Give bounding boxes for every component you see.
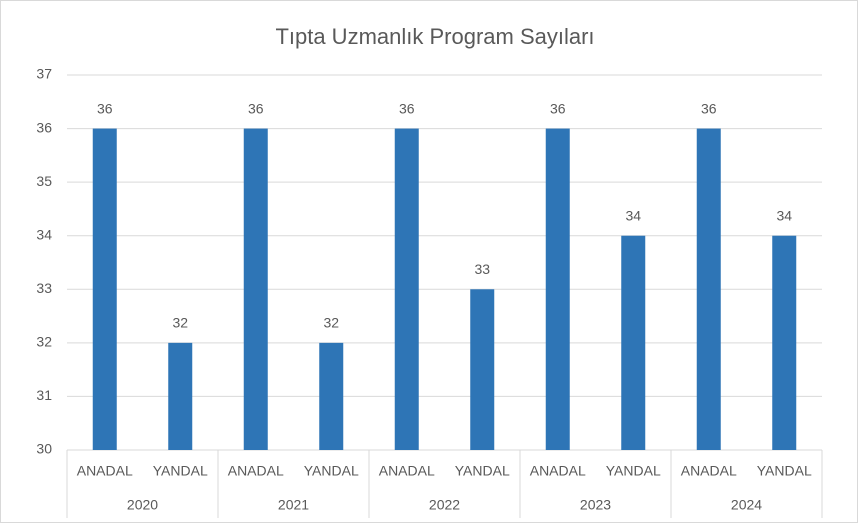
bar — [621, 235, 646, 450]
data-label: 34 — [776, 207, 792, 223]
bar — [772, 235, 797, 450]
data-label: 36 — [701, 100, 717, 116]
y-tick-label: 33 — [36, 280, 52, 296]
bar — [696, 128, 721, 451]
data-label: 36 — [550, 100, 566, 116]
data-label: 36 — [399, 100, 415, 116]
group-label: 2023 — [580, 497, 611, 513]
y-tick-label: 32 — [36, 334, 52, 350]
x-tick-label: ANADAL — [228, 463, 284, 479]
x-tick-label: YANDAL — [153, 463, 208, 479]
x-tick-label: ANADAL — [77, 463, 133, 479]
group-label: 2024 — [731, 497, 762, 513]
bar — [545, 128, 570, 451]
y-tick-label: 34 — [36, 226, 52, 242]
bar — [243, 128, 268, 451]
y-tick-label: 37 — [36, 66, 52, 82]
x-tick-label: ANADAL — [530, 463, 586, 479]
bar — [92, 128, 117, 451]
bar — [168, 342, 193, 450]
chart-title: Tıpta Uzmanlık Program Sayıları — [275, 24, 594, 49]
bar — [470, 289, 495, 450]
bar — [394, 128, 419, 451]
x-tick-label: YANDAL — [304, 463, 359, 479]
x-tick-label: ANADAL — [681, 463, 737, 479]
data-label: 32 — [172, 315, 188, 331]
data-label: 36 — [97, 100, 113, 116]
data-label: 32 — [323, 315, 339, 331]
data-label: 33 — [474, 261, 490, 277]
x-tick-label: ANADAL — [379, 463, 435, 479]
group-label: 2020 — [127, 497, 158, 513]
x-tick-label: YANDAL — [757, 463, 812, 479]
data-label: 36 — [248, 100, 264, 116]
y-tick-label: 31 — [36, 387, 52, 403]
y-tick-label: 35 — [36, 173, 52, 189]
y-tick-label: 30 — [36, 441, 52, 457]
bar — [319, 342, 344, 450]
x-tick-label: YANDAL — [455, 463, 510, 479]
y-tick-label: 36 — [36, 119, 52, 135]
group-label: 2022 — [429, 497, 460, 513]
group-label: 2021 — [278, 497, 309, 513]
x-tick-label: YANDAL — [606, 463, 661, 479]
data-label: 34 — [625, 207, 641, 223]
